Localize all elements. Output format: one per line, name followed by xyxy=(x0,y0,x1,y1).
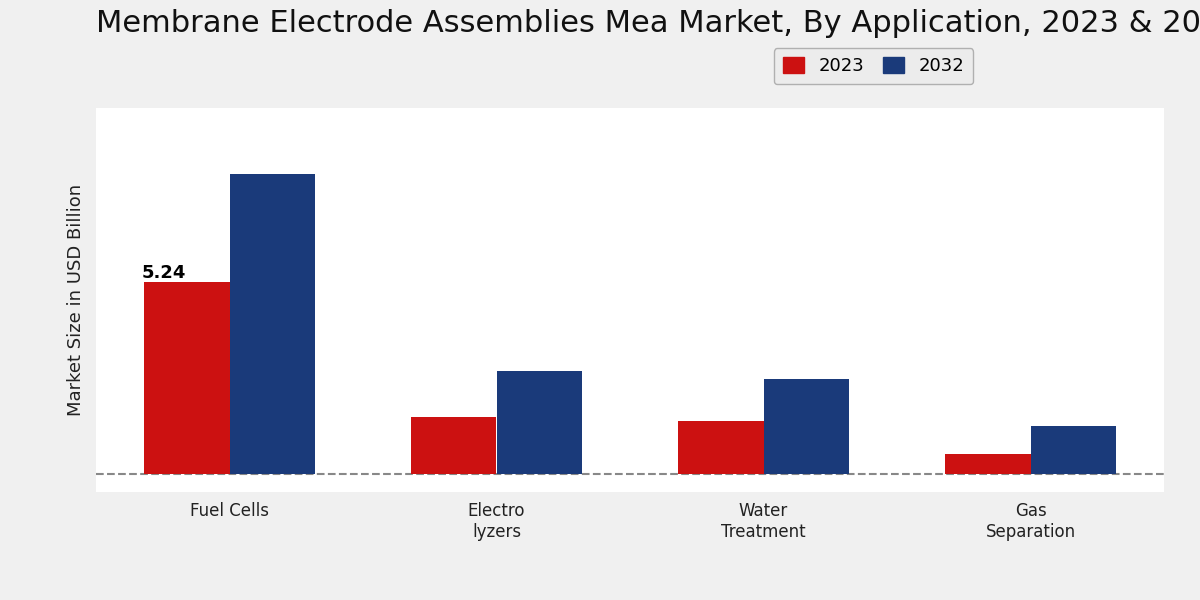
Legend: 2023, 2032: 2023, 2032 xyxy=(774,48,973,84)
Bar xyxy=(497,371,582,474)
Bar xyxy=(144,282,229,474)
Bar xyxy=(1031,426,1116,474)
Bar xyxy=(946,454,1031,474)
Bar xyxy=(229,174,314,474)
Bar xyxy=(412,417,497,474)
Bar xyxy=(678,421,763,474)
Text: 5.24: 5.24 xyxy=(142,263,186,281)
Bar xyxy=(763,379,848,474)
Y-axis label: Market Size in USD Billion: Market Size in USD Billion xyxy=(67,184,85,416)
Text: Membrane Electrode Assemblies Mea Market, By Application, 2023 & 2032: Membrane Electrode Assemblies Mea Market… xyxy=(96,8,1200,38)
